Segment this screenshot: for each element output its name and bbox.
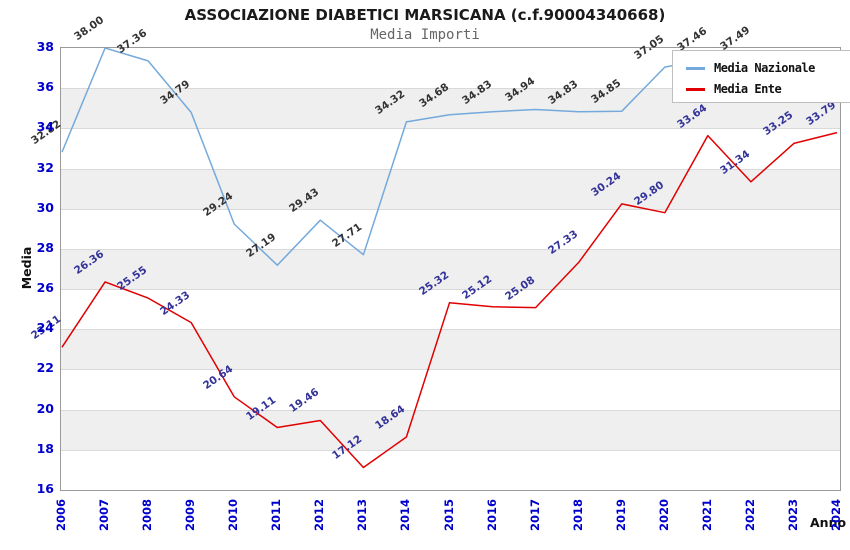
gridline xyxy=(61,409,840,411)
x-tick-label: 2006 xyxy=(54,499,68,532)
line-media-ente xyxy=(61,131,838,469)
gridline xyxy=(61,168,840,170)
chart-title: ASSOCIAZIONE DIABETICI MARSICANA (c.f.90… xyxy=(184,6,666,24)
gridline xyxy=(61,329,840,331)
y-tick-label: 18 xyxy=(36,440,54,456)
y-tick-label: 22 xyxy=(36,360,54,376)
y-tick-label: 26 xyxy=(36,280,54,296)
legend-swatch-media-ente-icon xyxy=(686,87,705,91)
y-tick-label: 30 xyxy=(36,199,54,215)
y-tick-label: 16 xyxy=(36,481,54,496)
x-tick-label: 2021 xyxy=(699,499,714,532)
x-tick-label: 2008 xyxy=(140,499,155,532)
x-tick-label: 2019 xyxy=(613,499,628,532)
gridline xyxy=(61,88,840,90)
x-tick-label: 2013 xyxy=(355,499,370,532)
series-lines xyxy=(61,47,838,469)
x-tick-label: 2014 xyxy=(398,499,413,532)
x-axis-label: Anno xyxy=(810,515,847,530)
x-tick-label: 2007 xyxy=(97,499,112,532)
y-tick-label: 24 xyxy=(36,320,54,336)
plot-band xyxy=(61,168,840,209)
y-tick-label: 28 xyxy=(36,239,54,255)
legend-label-media-ente: Media Ente xyxy=(714,82,782,96)
x-tick-label: 2016 xyxy=(484,499,499,532)
x-tick-label: 2024 xyxy=(829,499,843,532)
legend: Media Nazionale Media Ente xyxy=(672,50,850,103)
legend-item-media-ente: Media Ente xyxy=(673,79,850,100)
x-tick-label: 2023 xyxy=(785,499,800,532)
gridline xyxy=(61,208,840,210)
x-tick-label: 2012 xyxy=(312,499,327,532)
legend-label-media-nazionale: Media Nazionale xyxy=(714,61,815,75)
x-tick-label: 2011 xyxy=(269,499,284,532)
x-tick-label: 2015 xyxy=(441,499,456,532)
gridline xyxy=(61,369,840,371)
x-tick-label: 2009 xyxy=(183,499,198,532)
gridline xyxy=(61,128,840,130)
line-media-nazionale xyxy=(61,47,751,266)
gridline xyxy=(61,289,840,291)
x-tick-label: 2018 xyxy=(570,499,585,532)
y-tick-label: 32 xyxy=(36,159,54,175)
y-tick-label: 38 xyxy=(36,39,54,54)
y-tick-label: 34 xyxy=(36,119,54,135)
plot-band xyxy=(61,329,840,370)
chart-subtitle: Media Importi xyxy=(370,27,480,43)
legend-item-media-nazionale: Media Nazionale xyxy=(673,58,850,79)
y-tick-label: 20 xyxy=(36,400,54,416)
x-tick-label: 2017 xyxy=(527,499,542,532)
gridline xyxy=(61,449,840,451)
plot-area: 32.82 38.00 37.36 34.79 29.24 27.19 29.43 27.71… xyxy=(29,14,841,491)
gridline xyxy=(61,248,840,250)
x-tick-label: 2020 xyxy=(656,499,671,532)
x-tick-label: 2022 xyxy=(742,499,757,532)
plot-band xyxy=(61,248,840,290)
y-tick-label: 36 xyxy=(36,79,54,95)
legend-swatch-media-nazionale-icon xyxy=(686,66,705,70)
plot-band xyxy=(61,409,840,450)
x-tick-label: 2010 xyxy=(226,499,241,532)
